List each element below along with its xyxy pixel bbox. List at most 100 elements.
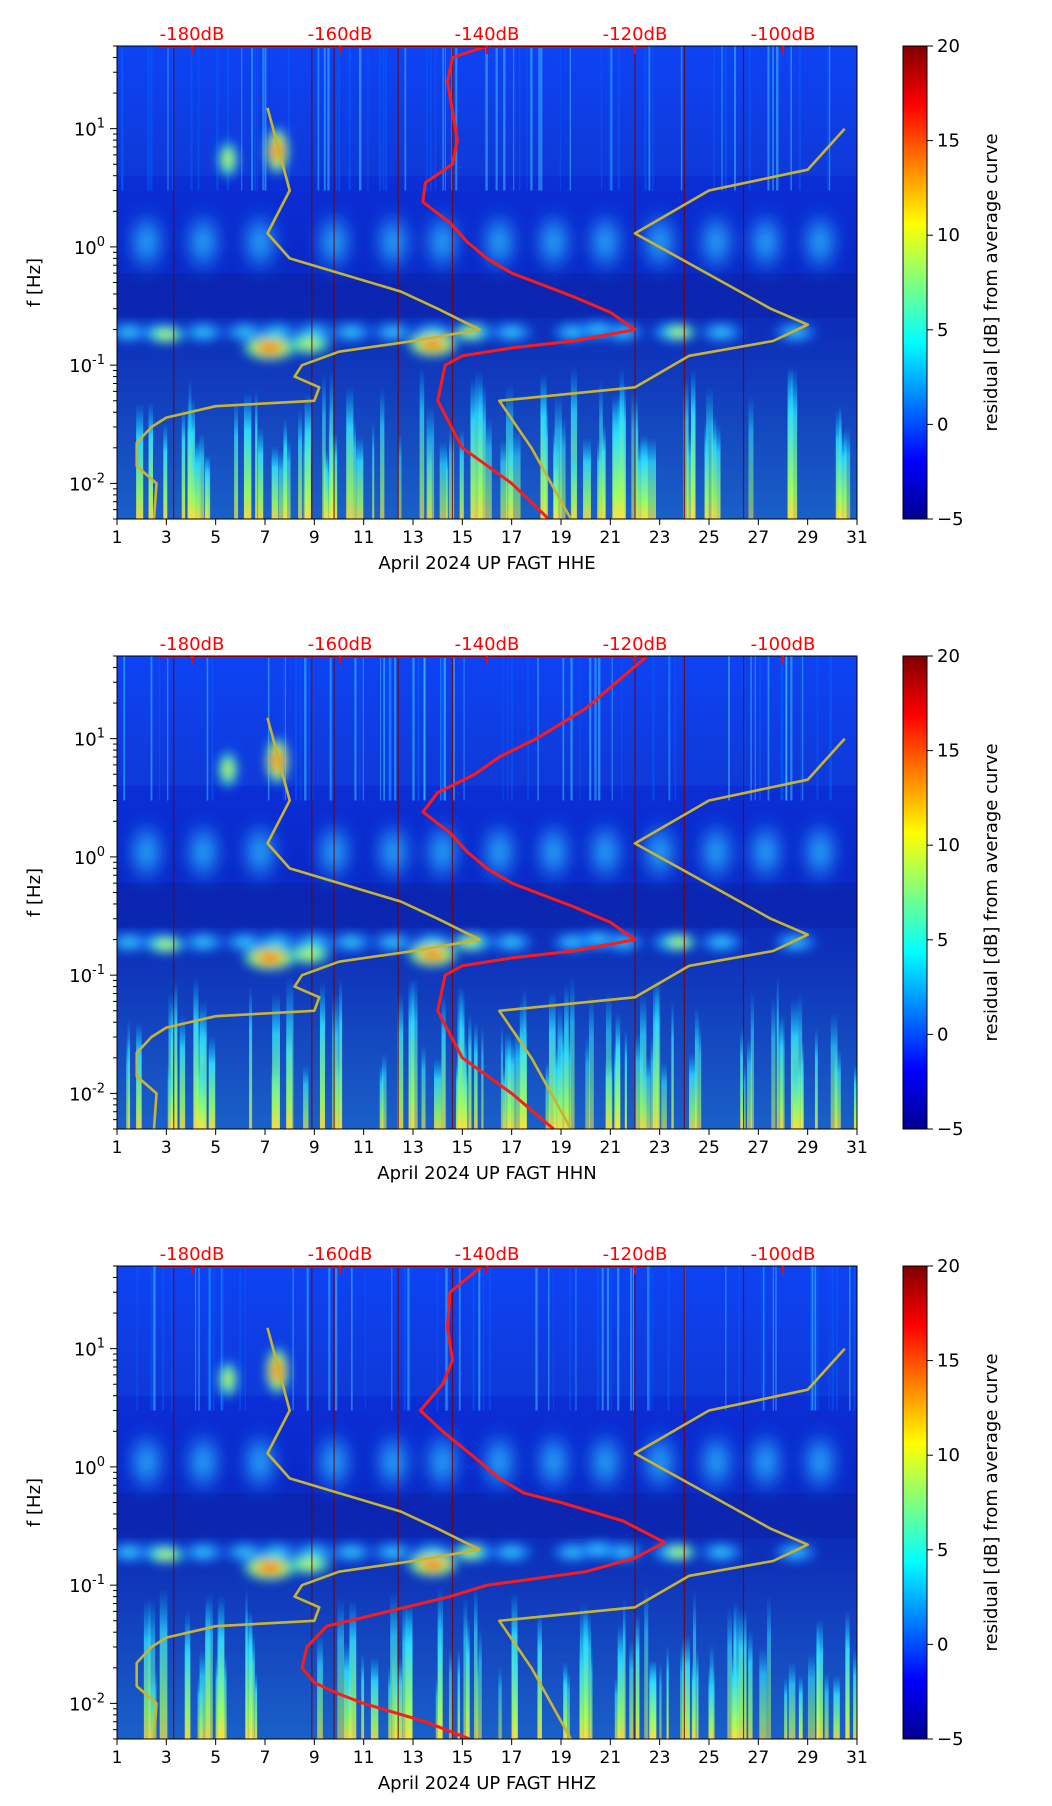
lf-stripe	[513, 1637, 518, 1739]
secondary-blob	[747, 1428, 784, 1497]
hf-line	[383, 656, 386, 801]
hf-line	[391, 1266, 393, 1411]
hf-line	[367, 46, 369, 191]
hf-line	[394, 656, 397, 801]
lf-stripe	[648, 437, 657, 519]
lf-stripe	[159, 1588, 168, 1739]
lf-stripe	[349, 1599, 357, 1739]
secondary-blob	[185, 1428, 222, 1497]
hf-line	[311, 656, 314, 801]
lf-stripe	[481, 1025, 484, 1129]
hf-line	[364, 1266, 366, 1411]
lf-stripe	[519, 998, 523, 1129]
hf-line	[848, 1266, 851, 1411]
lf-stripe	[272, 992, 280, 1129]
lf-stripe	[738, 1607, 747, 1739]
lf-stripe	[635, 1613, 640, 1739]
lf-stripe	[588, 995, 594, 1129]
lf-stripe	[553, 1043, 562, 1129]
hf-line	[721, 46, 723, 191]
hf-line	[287, 46, 290, 191]
lf-stripe	[381, 1052, 387, 1129]
hf-line	[167, 46, 169, 191]
hf-line	[589, 656, 592, 801]
hf-line	[750, 656, 752, 801]
x-tick-label: 1	[112, 528, 123, 548]
hf-line	[831, 1266, 834, 1411]
lf-stripe	[205, 1592, 213, 1739]
hf-line	[552, 1266, 554, 1411]
hf-line	[136, 1266, 139, 1411]
lf-stripe	[286, 976, 294, 1129]
secondary-blob	[747, 818, 784, 887]
hf-line	[738, 1266, 741, 1411]
hf-line	[568, 1266, 572, 1411]
hf-line	[488, 1266, 491, 1411]
x-tick-label: 11	[353, 1748, 375, 1768]
lf-stripe	[408, 979, 415, 1129]
db-label: -160dB	[308, 24, 373, 45]
lf-stripe	[398, 432, 402, 519]
lf-stripe	[148, 401, 153, 519]
storm-blob	[659, 1542, 700, 1563]
lf-stripe	[605, 992, 612, 1129]
x-tick-label: 7	[260, 1748, 271, 1768]
lf-stripe	[571, 446, 577, 519]
x-tick-label: 27	[748, 1138, 770, 1158]
db-label: -140dB	[455, 1244, 520, 1265]
lf-stripe	[833, 1675, 840, 1739]
lf-stripe	[513, 429, 521, 519]
hf-line	[667, 1266, 670, 1411]
hf-line	[354, 656, 357, 801]
average-psd-curve	[421, 656, 649, 1129]
lf-stripe	[380, 387, 385, 519]
hf-line	[647, 1266, 650, 1411]
hf-line	[610, 46, 613, 191]
hf-line	[444, 656, 446, 801]
hf-line	[150, 46, 153, 191]
lf-stripe	[319, 982, 325, 1129]
y-tick-label: 100	[74, 235, 105, 259]
lf-stripe	[563, 1661, 568, 1739]
lf-stripe	[617, 1631, 624, 1739]
hf-line	[267, 656, 270, 801]
hf-line	[570, 656, 573, 801]
colorbar-tick-label: 0	[937, 1634, 948, 1655]
hf-line	[830, 656, 832, 801]
lf-stripe	[579, 1602, 588, 1739]
lf-stripe	[478, 1627, 482, 1739]
hf-line	[198, 1266, 200, 1411]
lf-stripe	[622, 1598, 626, 1739]
x-tick-label: 27	[748, 1748, 770, 1768]
x-tick-label: 31	[846, 1138, 868, 1158]
hf-line	[412, 656, 415, 801]
colorbar-tick-label: 5	[937, 930, 948, 951]
lf-stripe	[748, 395, 754, 519]
hf-line	[527, 656, 529, 801]
lf-stripe	[522, 988, 527, 1129]
storm-blob	[144, 934, 189, 955]
x-tick-label: 9	[309, 1748, 320, 1768]
db-label: -160dB	[308, 634, 373, 655]
lf-stripe	[680, 1645, 685, 1739]
lf-stripe	[457, 1648, 460, 1739]
hf-line	[482, 1266, 485, 1411]
lf-stripe	[271, 445, 279, 519]
hf-line	[426, 46, 428, 191]
x-tick-label: 1	[112, 1748, 123, 1768]
microseism-blob	[325, 930, 378, 955]
storm-blob	[404, 330, 461, 359]
secondary-blob	[424, 1428, 461, 1497]
lf-stripe	[411, 977, 418, 1129]
hf-line	[776, 46, 779, 191]
db-label: -160dB	[308, 1244, 373, 1265]
lf-stripe	[642, 1057, 651, 1129]
lf-stripe	[567, 1670, 570, 1739]
lf-stripe	[689, 1052, 697, 1129]
lf-stripe	[731, 1650, 739, 1739]
storm-blob	[659, 932, 700, 953]
noise-model-curve	[135, 717, 481, 1129]
lf-stripe	[388, 1666, 391, 1739]
y-tick-label: 101	[74, 727, 105, 751]
colorbar-tick-label: 15	[937, 741, 960, 762]
